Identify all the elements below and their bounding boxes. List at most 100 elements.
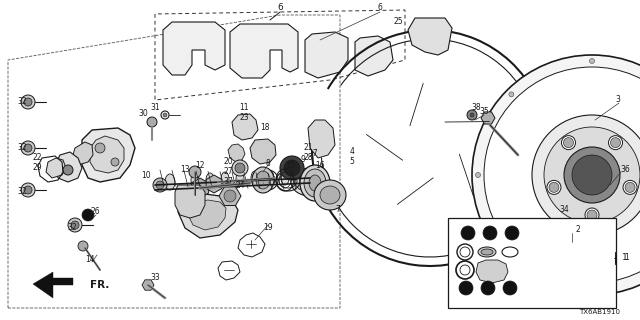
Circle shape — [68, 218, 82, 232]
Text: FR.: FR. — [90, 280, 109, 290]
Polygon shape — [46, 158, 66, 178]
Text: 17: 17 — [308, 148, 318, 157]
Circle shape — [232, 160, 248, 176]
Circle shape — [561, 136, 575, 150]
Circle shape — [493, 193, 504, 203]
Ellipse shape — [266, 171, 274, 185]
Polygon shape — [175, 185, 205, 218]
Circle shape — [470, 113, 474, 117]
Ellipse shape — [191, 173, 199, 187]
Ellipse shape — [478, 247, 496, 257]
Circle shape — [525, 216, 535, 226]
Text: 25: 25 — [393, 18, 403, 27]
Circle shape — [280, 156, 304, 180]
Text: 21: 21 — [303, 143, 313, 153]
Ellipse shape — [320, 186, 340, 204]
Circle shape — [481, 281, 495, 295]
Text: 32: 32 — [17, 143, 27, 153]
Circle shape — [567, 172, 573, 178]
Text: 27: 27 — [223, 167, 233, 177]
Ellipse shape — [251, 171, 259, 185]
Text: 23: 23 — [239, 114, 249, 123]
Circle shape — [284, 160, 300, 176]
Polygon shape — [228, 144, 245, 162]
Text: 9: 9 — [301, 156, 305, 164]
Circle shape — [505, 226, 519, 240]
Circle shape — [532, 115, 640, 235]
Circle shape — [589, 59, 595, 63]
Circle shape — [467, 110, 477, 120]
Circle shape — [549, 182, 559, 192]
Circle shape — [459, 281, 473, 295]
Polygon shape — [90, 136, 124, 173]
Ellipse shape — [206, 173, 214, 187]
Circle shape — [523, 214, 537, 228]
Text: 37: 37 — [223, 178, 233, 187]
Circle shape — [547, 180, 561, 194]
Polygon shape — [232, 114, 258, 140]
Circle shape — [509, 253, 514, 258]
Circle shape — [572, 155, 612, 195]
Text: 34: 34 — [559, 205, 569, 214]
Polygon shape — [188, 200, 226, 230]
Circle shape — [461, 226, 475, 240]
Circle shape — [484, 67, 640, 283]
Polygon shape — [72, 142, 93, 165]
Circle shape — [556, 193, 566, 203]
Circle shape — [478, 136, 582, 240]
Ellipse shape — [295, 172, 325, 192]
Text: 33: 33 — [150, 274, 160, 283]
Text: 24: 24 — [235, 180, 245, 189]
Polygon shape — [408, 18, 452, 55]
Circle shape — [552, 219, 557, 225]
Circle shape — [506, 156, 516, 166]
Circle shape — [147, 117, 157, 127]
Ellipse shape — [259, 173, 275, 187]
Circle shape — [544, 127, 640, 223]
Text: 32: 32 — [17, 188, 27, 196]
Ellipse shape — [281, 171, 289, 185]
Text: 6: 6 — [277, 4, 283, 12]
Text: 7: 7 — [335, 205, 340, 214]
Bar — [448, 218, 616, 308]
Text: TX6AB1910: TX6AB1910 — [579, 309, 620, 315]
Circle shape — [95, 143, 105, 153]
Circle shape — [502, 219, 508, 225]
Circle shape — [163, 113, 167, 117]
Text: 3: 3 — [616, 95, 620, 105]
Ellipse shape — [256, 171, 270, 189]
Circle shape — [611, 138, 621, 148]
Polygon shape — [178, 194, 238, 238]
Polygon shape — [355, 36, 393, 76]
Circle shape — [563, 138, 573, 148]
Circle shape — [476, 172, 481, 178]
Circle shape — [504, 154, 518, 168]
Text: 12: 12 — [195, 161, 205, 170]
Circle shape — [510, 168, 550, 208]
Circle shape — [545, 156, 554, 166]
Circle shape — [492, 191, 506, 205]
Text: 1: 1 — [625, 253, 629, 262]
Circle shape — [24, 186, 32, 194]
Circle shape — [564, 147, 620, 203]
Ellipse shape — [300, 165, 330, 201]
Circle shape — [24, 144, 32, 152]
Ellipse shape — [257, 173, 273, 187]
Polygon shape — [142, 280, 154, 290]
Circle shape — [589, 286, 595, 292]
Polygon shape — [305, 32, 348, 78]
Text: 1: 1 — [622, 253, 628, 262]
Circle shape — [156, 181, 164, 189]
Polygon shape — [308, 120, 335, 158]
Text: 35: 35 — [479, 108, 489, 116]
Circle shape — [235, 163, 245, 173]
Circle shape — [609, 136, 623, 150]
Text: 5: 5 — [349, 157, 355, 166]
Circle shape — [585, 208, 599, 222]
Ellipse shape — [221, 172, 229, 186]
Text: 32: 32 — [67, 223, 77, 233]
Text: 18: 18 — [260, 123, 269, 132]
Circle shape — [516, 174, 544, 202]
Polygon shape — [33, 272, 73, 298]
Text: 13: 13 — [180, 165, 190, 174]
